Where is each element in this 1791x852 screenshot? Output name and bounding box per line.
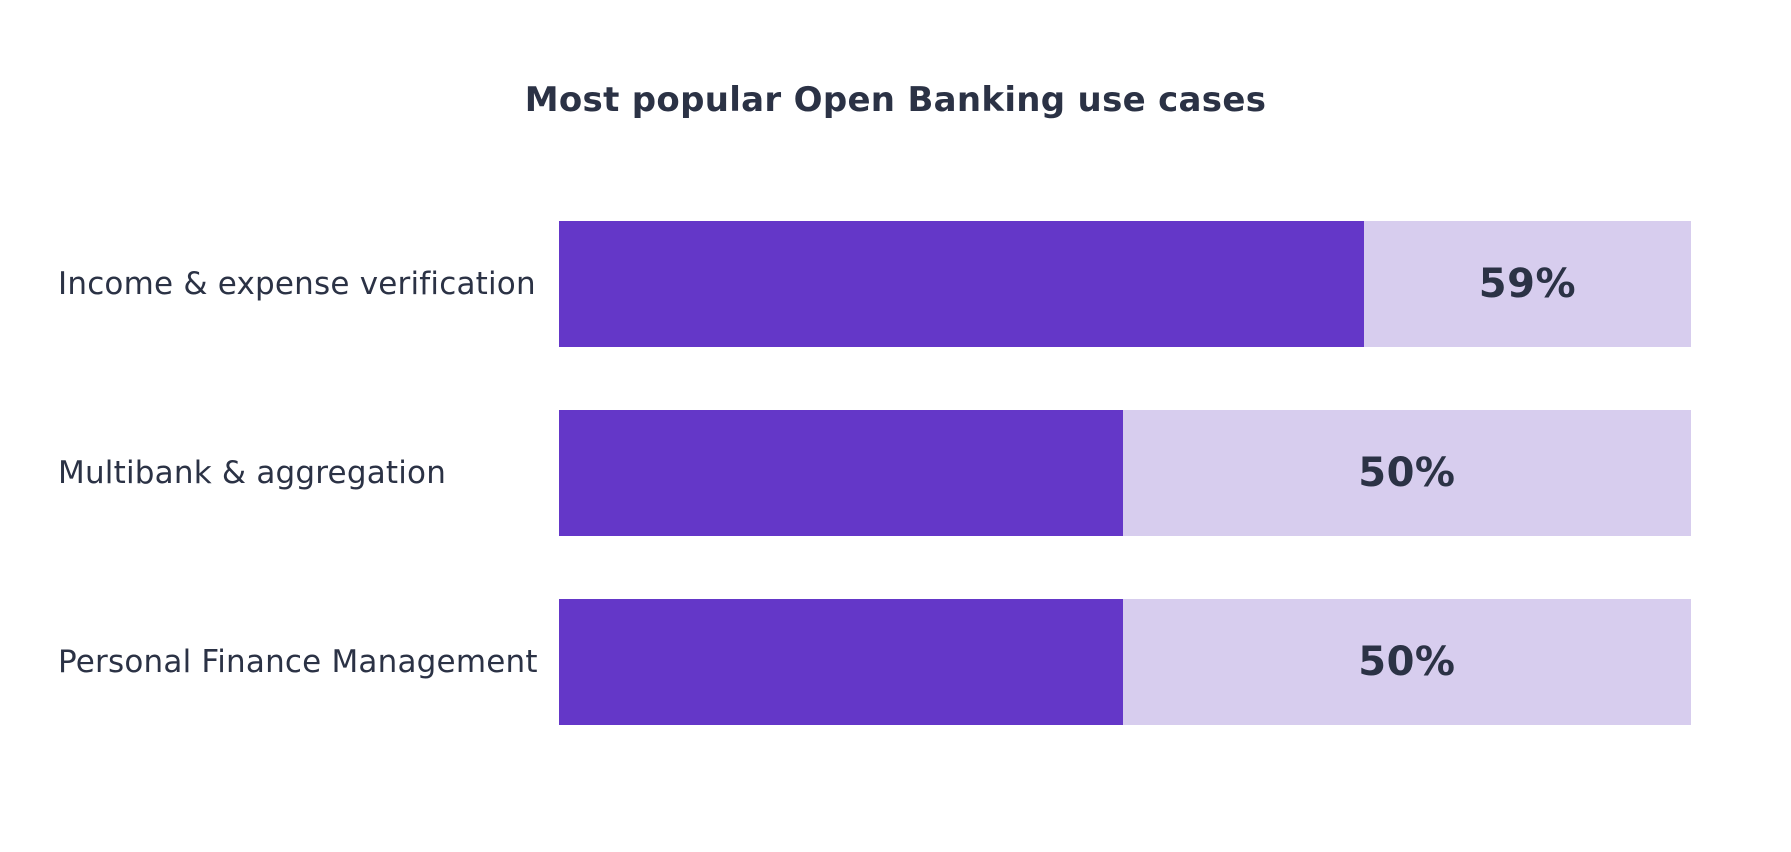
bar-track: 50% bbox=[559, 410, 1691, 536]
category-label: Personal Finance Management bbox=[58, 644, 538, 680]
category-label: Multibank & aggregation bbox=[58, 455, 447, 491]
chart-title: Most popular Open Banking use cases bbox=[524, 80, 1267, 120]
bar-fill bbox=[559, 410, 1123, 536]
category-label: Income & expense verification bbox=[58, 266, 536, 302]
bar-row: Income & expense verification 59% bbox=[58, 221, 1691, 347]
bar-track: 50% bbox=[559, 599, 1691, 725]
value-label: 50% bbox=[1358, 639, 1456, 685]
bar-track: 59% bbox=[559, 221, 1691, 347]
bar-remainder: 50% bbox=[1123, 599, 1691, 725]
bar-fill bbox=[559, 599, 1123, 725]
bar-remainder: 50% bbox=[1123, 410, 1691, 536]
bar-remainder: 59% bbox=[1364, 221, 1691, 347]
bar-row: Multibank & aggregation 50% bbox=[58, 410, 1691, 536]
bar-fill bbox=[559, 221, 1364, 347]
value-label: 50% bbox=[1358, 450, 1456, 496]
value-label: 59% bbox=[1478, 261, 1577, 307]
bar-row: Personal Finance Management 50% bbox=[58, 599, 1691, 725]
